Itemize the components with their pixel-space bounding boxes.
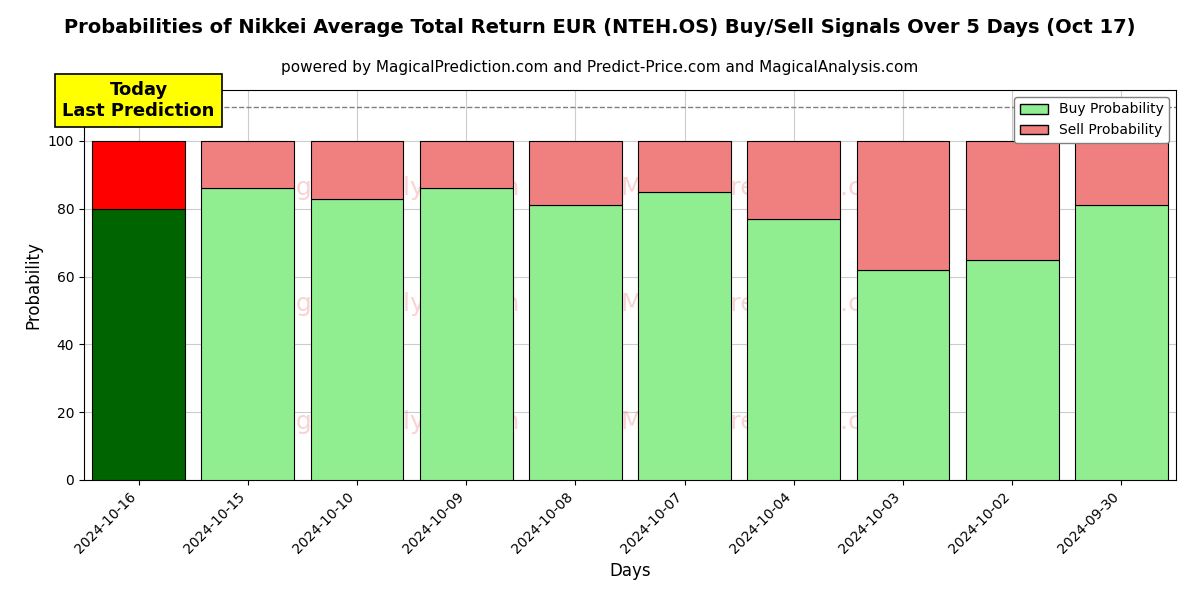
Bar <box>311 141 403 199</box>
Text: MagicalPrediction.com: MagicalPrediction.com <box>620 292 901 317</box>
Bar <box>966 141 1058 260</box>
Text: MagicalAnalysis.com: MagicalAnalysis.com <box>259 409 520 433</box>
Bar <box>202 141 294 188</box>
Bar <box>420 141 512 188</box>
Y-axis label: Probability: Probability <box>24 241 42 329</box>
Bar <box>311 199 403 480</box>
Bar <box>529 141 622 205</box>
Bar <box>638 141 731 192</box>
Bar <box>529 205 622 480</box>
Bar <box>202 188 294 480</box>
Bar <box>1075 141 1168 205</box>
Bar <box>92 141 185 209</box>
Bar <box>748 219 840 480</box>
Bar <box>748 141 840 219</box>
Bar <box>420 188 512 480</box>
Text: Probabilities of Nikkei Average Total Return EUR (NTEH.OS) Buy/Sell Signals Over: Probabilities of Nikkei Average Total Re… <box>65 18 1135 37</box>
X-axis label: Days: Days <box>610 562 650 580</box>
Bar <box>966 260 1058 480</box>
Text: powered by MagicalPrediction.com and Predict-Price.com and MagicalAnalysis.com: powered by MagicalPrediction.com and Pre… <box>281 60 919 75</box>
Bar <box>1075 205 1168 480</box>
Bar <box>857 270 949 480</box>
Bar <box>857 141 949 270</box>
Text: MagicalPrediction.com: MagicalPrediction.com <box>620 409 901 433</box>
Legend: Buy Probability, Sell Probability: Buy Probability, Sell Probability <box>1014 97 1169 143</box>
Text: MagicalAnalysis.com: MagicalAnalysis.com <box>259 292 520 317</box>
Bar <box>638 192 731 480</box>
Bar <box>92 209 185 480</box>
Text: MagicalPrediction.com: MagicalPrediction.com <box>620 175 901 199</box>
Text: MagicalAnalysis.com: MagicalAnalysis.com <box>259 175 520 199</box>
Text: Today
Last Prediction: Today Last Prediction <box>62 81 215 119</box>
